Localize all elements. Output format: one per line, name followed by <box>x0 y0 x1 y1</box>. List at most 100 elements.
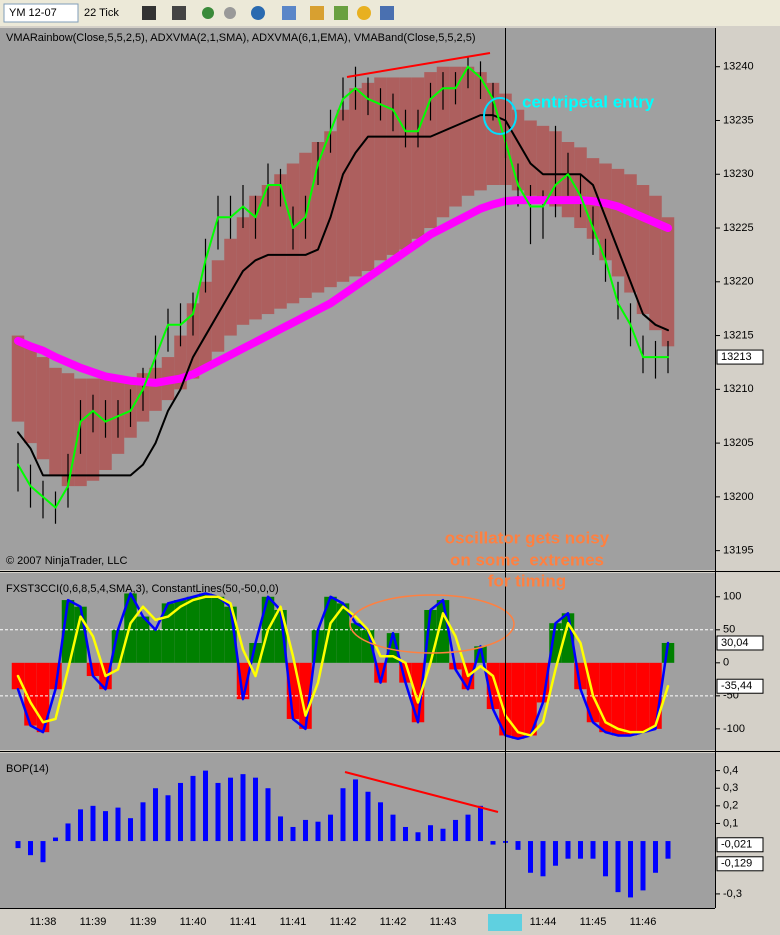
annotation: on some extremes <box>450 550 604 569</box>
band <box>224 238 237 336</box>
bar <box>303 819 308 842</box>
y-tick-label: -0,3 <box>723 888 742 900</box>
indicator-icon[interactable] <box>334 6 348 20</box>
zoom-in-icon[interactable] <box>202 7 214 19</box>
x-tick-label: 11:41 <box>230 916 257 928</box>
bar <box>428 825 433 842</box>
y-tick-label: 100 <box>723 591 741 603</box>
bar <box>628 841 633 898</box>
series-line <box>14 196 672 387</box>
y-tick-label: 13230 <box>723 168 754 180</box>
bar-type-icon[interactable] <box>142 6 156 20</box>
crosshair-time-bg <box>488 914 522 931</box>
value-tag-label: -0,021 <box>721 839 752 851</box>
bar <box>590 841 596 859</box>
bar <box>603 841 608 877</box>
histogram-bar <box>549 623 562 663</box>
series-line <box>16 592 670 741</box>
bar <box>528 841 533 873</box>
bar <box>240 774 246 842</box>
bar <box>115 807 121 842</box>
bar <box>278 816 283 842</box>
bar <box>290 826 296 842</box>
histogram-bar <box>511 662 525 739</box>
band <box>61 373 75 487</box>
strategy-icon[interactable] <box>310 6 324 20</box>
bar <box>540 841 546 877</box>
band <box>186 303 200 379</box>
band <box>524 120 537 196</box>
bar <box>53 837 58 842</box>
bar <box>178 782 183 842</box>
series-line <box>17 114 669 477</box>
band <box>661 217 675 347</box>
properties-icon[interactable] <box>282 6 296 20</box>
band <box>511 109 525 191</box>
cci-panel-title: FXST3CCI(0,6,8,5,4,SMA,3), ConstantLines… <box>6 583 279 595</box>
money-icon[interactable] <box>357 6 371 20</box>
band <box>649 195 662 331</box>
histogram-bar <box>149 629 162 663</box>
histogram-bar <box>199 593 212 663</box>
bar <box>490 841 496 845</box>
bar <box>653 841 658 873</box>
bar <box>365 791 371 842</box>
y-tick-label: 13195 <box>723 545 754 557</box>
noise-ellipse <box>349 594 515 654</box>
data-box-icon[interactable] <box>380 6 394 20</box>
draw-icon[interactable] <box>172 6 186 20</box>
bar <box>103 811 108 842</box>
y-tick-label: 50 <box>723 624 735 636</box>
instrument-dropdown[interactable] <box>3 3 79 23</box>
value-tag <box>716 678 764 694</box>
band <box>399 77 412 250</box>
bar <box>315 821 321 842</box>
bar <box>78 809 83 842</box>
bar <box>440 828 446 842</box>
band <box>386 77 400 255</box>
bar <box>40 841 46 863</box>
y-tick-label: 13205 <box>723 437 754 449</box>
band <box>636 185 650 315</box>
x-tick-label: 11:38 <box>30 916 57 928</box>
value-tag <box>716 349 764 365</box>
period[interactable]: 22 Tick <box>84 7 119 19</box>
entry-circle <box>483 97 517 135</box>
y-tick-label: 0,3 <box>723 782 738 794</box>
bar <box>140 802 146 842</box>
band <box>449 66 462 207</box>
band <box>261 185 275 315</box>
histogram-bar <box>24 662 37 726</box>
x-tick-label: 11:40 <box>180 916 207 928</box>
bar <box>453 819 458 842</box>
band <box>349 88 362 277</box>
bop-panel-title: BOP(14) <box>6 763 49 775</box>
band <box>536 125 550 202</box>
band <box>374 77 387 261</box>
histogram-bar <box>136 616 150 663</box>
bar <box>15 841 21 849</box>
band <box>436 66 450 218</box>
bar <box>415 832 421 842</box>
annotations: VMARainbow(Close,5,5,2,5), ADXVMA(2,1,SM… <box>6 28 655 931</box>
bar <box>128 818 133 842</box>
x-tick-label: 11:39 <box>130 916 157 928</box>
x-tick-label: 11:46 <box>630 916 657 928</box>
band <box>11 335 25 422</box>
globe-icon[interactable] <box>251 6 265 20</box>
price-panel-title: VMARainbow(Close,5,5,2,5), ADXVMA(2,1,SM… <box>6 32 476 44</box>
bar <box>515 841 521 850</box>
x-tick-label: 11:45 <box>580 916 607 928</box>
histogram-bar <box>624 662 637 736</box>
y-tick-label: 13240 <box>723 61 754 73</box>
bar <box>565 841 571 859</box>
x-tick-label: 11:42 <box>330 916 357 928</box>
bar <box>65 823 71 842</box>
band <box>274 174 287 309</box>
value-tag-label: 13213 <box>721 351 752 363</box>
zoom-out-icon[interactable] <box>224 7 236 19</box>
band <box>24 346 37 444</box>
y-tick-label: 13220 <box>723 276 754 288</box>
band <box>36 357 50 460</box>
bar <box>340 788 346 842</box>
